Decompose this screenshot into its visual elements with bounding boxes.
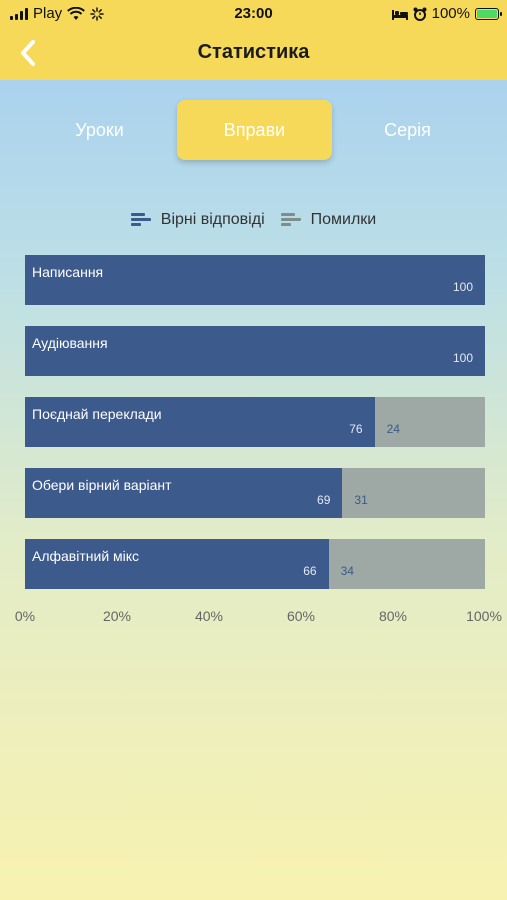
battery-icon — [475, 7, 502, 20]
bar-correct — [25, 539, 329, 589]
x-tick-label: 60% — [286, 608, 316, 624]
data-label-error: 34 — [340, 564, 354, 578]
bar-correct — [25, 255, 485, 305]
x-axis: 0% 20% 40% 60% 80% 100% — [0, 608, 507, 628]
tab-label: Серія — [384, 119, 431, 140]
tab-streak[interactable]: Серія — [330, 100, 485, 160]
data-label-correct: 69 — [317, 493, 331, 507]
alarm-icon — [413, 7, 427, 21]
top-bar: Play 23:00 — [0, 0, 507, 80]
data-label-correct: 100 — [452, 280, 473, 294]
data-label-correct: 100 — [452, 351, 473, 365]
bar-label: Написання — [32, 264, 104, 280]
status-bar: Play 23:00 — [0, 0, 507, 28]
signal-icon — [10, 7, 28, 20]
status-left: Play — [10, 5, 104, 22]
bar-row[interactable]: Алфавітний мікс 66 34 — [25, 539, 485, 589]
page-title: Статистика — [197, 41, 310, 63]
bar-row[interactable]: Обери вірний варіант 69 31 — [25, 468, 485, 518]
bar-row[interactable]: Поєднай переклади 76 24 — [25, 397, 485, 447]
back-chevron-icon[interactable] — [14, 38, 44, 68]
bar-row[interactable]: Написання 100 — [25, 255, 485, 305]
tab-label: Вправи — [223, 119, 286, 140]
bar-label: Аудіювання — [32, 335, 108, 351]
bed-icon — [391, 9, 408, 20]
legend-label-correct: Вірні відповіді — [160, 211, 265, 228]
carrier-label: Play — [33, 5, 63, 22]
bar-chart-icon — [130, 212, 153, 228]
battery-label: 100% — [431, 5, 470, 22]
x-tick-label: 80% — [378, 608, 408, 624]
data-label-correct: 76 — [349, 422, 363, 436]
data-label-correct: 66 — [303, 564, 317, 578]
bar-label: Алфавітний мікс — [32, 548, 140, 564]
bar-label: Обери вірний варіант — [32, 477, 172, 493]
bar-correct — [25, 397, 375, 447]
x-tick-label: 20% — [102, 608, 132, 624]
tab-lessons[interactable]: Уроки — [22, 100, 177, 160]
data-label-error: 24 — [386, 422, 400, 436]
activity-spinner-icon — [90, 6, 104, 21]
bar-label: Поєднай переклади — [32, 406, 162, 422]
x-tick-label: 100% — [466, 608, 502, 624]
stacked-bar-chart: Написання 100 Аудіювання 100 Поєднай перекла… — [25, 255, 485, 595]
data-label-error: 31 — [354, 493, 368, 507]
legend-label-errors: Помилки — [310, 211, 377, 228]
legend-item-errors[interactable]: Помилки — [280, 208, 377, 232]
x-tick-label: 0% — [14, 608, 36, 624]
bar-chart-icon — [280, 212, 303, 228]
nav-bar: Статистика — [0, 28, 507, 78]
x-tick-label: 40% — [194, 608, 224, 624]
legend-item-correct[interactable]: Вірні відповіді — [130, 208, 265, 232]
bar-row[interactable]: Аудіювання 100 — [25, 326, 485, 376]
bar-correct — [25, 326, 485, 376]
segment-tabs: Уроки Вправи Серія — [0, 100, 507, 162]
tab-label: Уроки — [75, 119, 124, 140]
wifi-icon — [67, 6, 86, 20]
status-right: 100% — [391, 5, 502, 22]
chart-legend: Вірні відповіді Помилки — [0, 208, 507, 232]
status-time: 23:00 — [234, 5, 273, 22]
tab-exercises[interactable]: Вправи — [177, 100, 332, 160]
bar-correct — [25, 468, 343, 518]
